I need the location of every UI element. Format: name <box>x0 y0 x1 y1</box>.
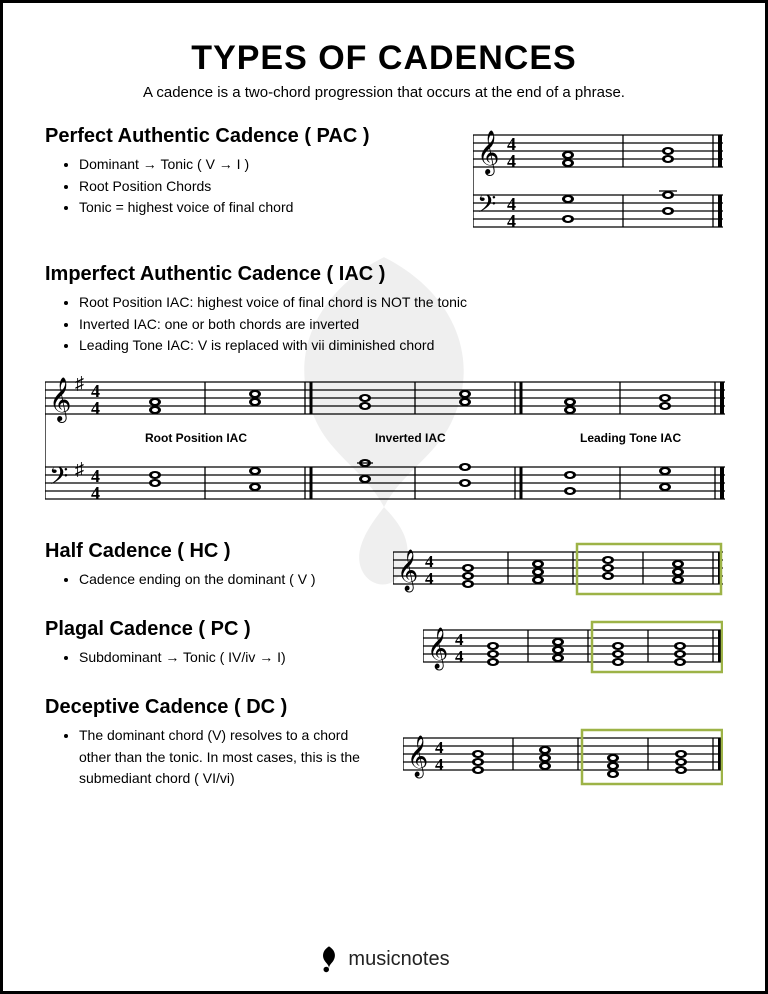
svg-text:𝄞: 𝄞 <box>427 627 448 670</box>
musicnotes-logo-icon <box>318 945 340 973</box>
content-area: TYPES OF CADENCES A cadence is a two-cho… <box>45 39 723 791</box>
list-item: Root Position Chords <box>79 176 453 198</box>
svg-text:♯: ♯ <box>75 459 84 479</box>
pac-staff: 𝄞 𝄢 4 4 4 4 <box>473 125 723 245</box>
svg-text:4: 4 <box>91 398 100 418</box>
pac-bullets: Dominant → Tonic ( V → I ) Root Position… <box>79 154 453 219</box>
iac-label-b: Inverted IAC <box>375 431 446 445</box>
hc-staff: 𝄞 4 4 <box>393 540 723 600</box>
svg-text:4: 4 <box>91 483 100 503</box>
iac-bullets: Root Position IAC: highest voice of fina… <box>79 292 723 357</box>
svg-text:𝄢: 𝄢 <box>477 191 496 224</box>
footer-brand: musicnotes <box>348 948 449 971</box>
dc-section: Deceptive Cadence ( DC ) The dominant ch… <box>45 696 723 791</box>
page-frame: TYPES OF CADENCES A cadence is a two-cho… <box>0 0 768 994</box>
hc-heading: Half Cadence ( HC ) <box>45 540 373 563</box>
iac-staff: 𝄞 𝄢 ♯ ♯ 4 4 4 4 <box>45 367 723 522</box>
iac-label-c: Leading Tone IAC <box>580 431 681 445</box>
svg-text:♯: ♯ <box>75 373 84 393</box>
page-subtitle: A cadence is a two-chord progression tha… <box>45 84 723 101</box>
list-item: Dominant → Tonic ( V → I ) <box>79 154 453 176</box>
dc-heading: Deceptive Cadence ( DC ) <box>45 696 383 719</box>
dc-bullets: The dominant chord (V) resolves to a cho… <box>79 725 383 790</box>
pc-staff: 𝄞 4 4 <box>423 618 723 678</box>
svg-text:𝄞: 𝄞 <box>397 549 418 592</box>
footer: musicnotes <box>3 945 765 973</box>
dc-staff: 𝄞 4 4 <box>403 726 723 791</box>
svg-text:𝄞: 𝄞 <box>49 378 71 423</box>
list-item: Subdominant → Tonic ( IV/iv → I) <box>79 647 403 669</box>
iac-label-a: Root Position IAC <box>145 431 247 445</box>
pac-section: Perfect Authentic Cadence ( PAC ) Domina… <box>45 125 723 245</box>
svg-text:4: 4 <box>507 151 516 171</box>
page-title: TYPES OF CADENCES <box>45 39 723 78</box>
svg-text:𝄞: 𝄞 <box>407 735 428 778</box>
svg-text:4: 4 <box>507 211 516 231</box>
list-item: The dominant chord (V) resolves to a cho… <box>79 725 383 790</box>
hc-section: Half Cadence ( HC ) Cadence ending on th… <box>45 540 723 600</box>
list-item: Tonic = highest voice of final chord <box>79 197 453 219</box>
svg-text:𝄢: 𝄢 <box>49 463 68 496</box>
iac-section: Imperfect Authentic Cadence ( IAC ) Root… <box>45 263 723 522</box>
svg-text:4: 4 <box>425 569 434 588</box>
pc-heading: Plagal Cadence ( PC ) <box>45 618 403 641</box>
list-item: Cadence ending on the dominant ( V ) <box>79 569 373 591</box>
svg-text:4: 4 <box>435 755 444 774</box>
pc-bullets: Subdominant → Tonic ( IV/iv → I) <box>79 647 403 669</box>
list-item: Root Position IAC: highest voice of fina… <box>79 292 723 314</box>
hc-bullets: Cadence ending on the dominant ( V ) <box>79 569 373 591</box>
list-item: Leading Tone IAC: V is replaced with vii… <box>79 335 723 357</box>
pc-section: Plagal Cadence ( PC ) Subdominant → Toni… <box>45 618 723 678</box>
svg-text:𝄞: 𝄞 <box>477 131 499 176</box>
iac-heading: Imperfect Authentic Cadence ( IAC ) <box>45 263 723 286</box>
svg-text:4: 4 <box>455 647 464 666</box>
pac-heading: Perfect Authentic Cadence ( PAC ) <box>45 125 453 148</box>
list-item: Inverted IAC: one or both chords are inv… <box>79 314 723 336</box>
